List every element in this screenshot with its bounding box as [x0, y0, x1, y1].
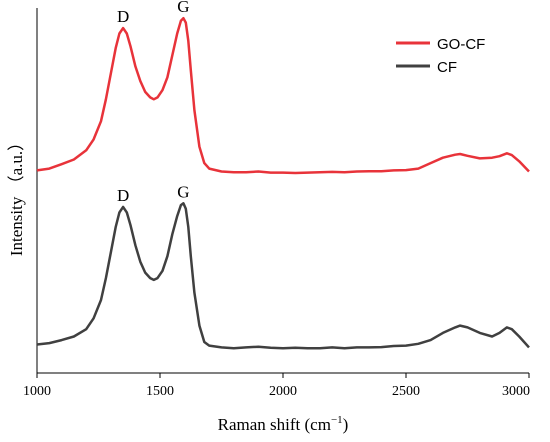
- peak-label-g: G: [177, 182, 189, 201]
- series-line-go-cf: [36, 16, 530, 175]
- peak-label-d: D: [117, 7, 129, 26]
- x-axis-label-superscript: −1: [331, 414, 343, 426]
- legend: GO-CF CF: [396, 36, 485, 76]
- x-tick-label: 1000: [23, 384, 51, 399]
- x-axis-label-close: ): [343, 415, 349, 434]
- x-ticks: 1000 1500 2000 2500 3000: [23, 373, 530, 399]
- x-axis-label: Raman shift (cm−1): [218, 414, 349, 434]
- series-layer: [36, 16, 530, 350]
- x-tick-label: 3000: [502, 384, 530, 399]
- x-tick-label: 1500: [146, 384, 174, 399]
- peak-label-g: G: [177, 0, 189, 16]
- y-axis-label: Intensity （a.u.）: [7, 134, 26, 256]
- legend-label-go-cf: GO-CF: [437, 36, 485, 53]
- series-line-cf: [36, 202, 530, 350]
- annotation-layer: D G D G: [117, 0, 190, 205]
- x-tick-label: 2000: [269, 384, 297, 399]
- x-tick-label: 2500: [392, 384, 420, 399]
- legend-label-cf: CF: [437, 59, 457, 76]
- peak-label-d: D: [117, 186, 129, 205]
